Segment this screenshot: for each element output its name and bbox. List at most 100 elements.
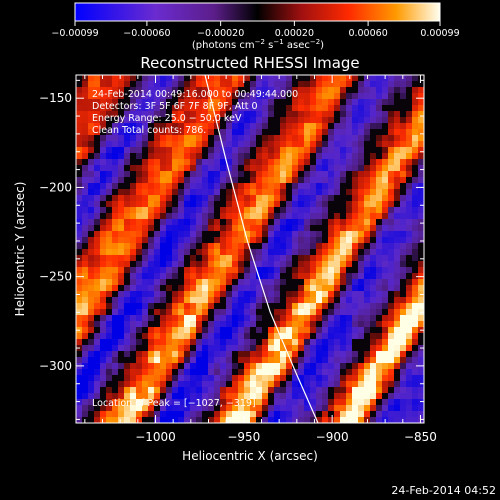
heatmap-cell	[118, 123, 125, 130]
heatmap-cell	[310, 333, 317, 340]
heatmap-cell	[310, 327, 317, 334]
heatmap-cell	[286, 177, 293, 184]
heatmap-cell	[124, 93, 131, 100]
heatmap-cell	[364, 105, 371, 112]
heatmap-cell	[178, 405, 185, 412]
heatmap-cell	[328, 363, 335, 370]
heatmap-cell	[88, 219, 95, 226]
heatmap-cell	[394, 255, 401, 262]
heatmap-cell	[328, 303, 335, 310]
heatmap-cell	[94, 147, 101, 154]
heatmap-cell	[316, 291, 323, 298]
heatmap-cell	[136, 375, 143, 382]
heatmap-cell	[256, 195, 263, 202]
heatmap-cell	[136, 279, 143, 286]
heatmap-cell	[106, 315, 113, 322]
heatmap-cell	[340, 243, 347, 250]
heatmap-cell	[250, 261, 257, 268]
heatmap-cell	[88, 411, 95, 418]
heatmap-cell	[418, 237, 424, 244]
heatmap-cell	[190, 147, 197, 154]
heatmap-cell	[316, 321, 323, 328]
heatmap-cell	[124, 273, 131, 280]
heatmap-cell	[106, 339, 113, 346]
heatmap-cell	[190, 393, 197, 400]
heatmap-cell	[76, 261, 83, 268]
heatmap-cell	[220, 75, 227, 82]
heatmap-cell	[250, 201, 257, 208]
heatmap-cell	[376, 333, 383, 340]
heatmap-cell	[142, 87, 149, 94]
heatmap-cell	[400, 303, 407, 310]
heatmap-cell	[118, 375, 125, 382]
heatmap-cell	[382, 171, 389, 178]
heatmap-cell	[172, 207, 179, 214]
heatmap-cell	[136, 213, 143, 220]
heatmap-cell	[382, 345, 389, 352]
heatmap-cell	[280, 207, 287, 214]
heatmap-cell	[304, 171, 311, 178]
heatmap-cell	[328, 327, 335, 334]
heatmap-cell	[184, 225, 191, 232]
heatmap-cell	[202, 99, 209, 106]
heatmap-cell	[322, 147, 329, 154]
heatmap-cell	[238, 303, 245, 310]
heatmap-cell	[262, 315, 269, 322]
heatmap-cell	[172, 249, 179, 256]
heatmap-cell	[298, 237, 305, 244]
heatmap-cell	[406, 405, 413, 412]
heatmap-cell	[382, 405, 389, 412]
heatmap-cell	[172, 195, 179, 202]
heatmap-cell	[160, 195, 167, 202]
heatmap-cell	[196, 345, 203, 352]
heatmap-cell	[94, 393, 101, 400]
heatmap-cell	[208, 279, 215, 286]
heatmap-cell	[94, 117, 101, 124]
heatmap-cell	[208, 189, 215, 196]
heatmap-cell	[250, 141, 257, 148]
heatmap-cell	[268, 285, 275, 292]
heatmap-cell	[292, 267, 299, 274]
heatmap-cell	[388, 105, 395, 112]
heatmap-image	[76, 75, 424, 423]
heatmap-cell	[166, 369, 173, 376]
heatmap-cell	[382, 165, 389, 172]
heatmap-cell	[202, 351, 209, 358]
heatmap-cell	[394, 285, 401, 292]
heatmap-cell	[112, 411, 119, 418]
heatmap-cell	[244, 129, 251, 136]
heatmap-cell	[238, 129, 245, 136]
heatmap-cell	[400, 333, 407, 340]
heatmap-cell	[142, 357, 149, 364]
heatmap-cell	[238, 291, 245, 298]
heatmap-cell	[232, 165, 239, 172]
heatmap-cell	[214, 255, 221, 262]
heatmap-cell	[238, 105, 245, 112]
heatmap-cell	[280, 363, 287, 370]
heatmap-cell	[400, 213, 407, 220]
heatmap-cell	[376, 255, 383, 262]
heatmap-cell	[412, 231, 419, 238]
heatmap-cell	[166, 219, 173, 226]
heatmap-cell	[94, 183, 101, 190]
heatmap-cell	[136, 339, 143, 346]
heatmap-cell	[220, 123, 227, 130]
heatmap-cell	[244, 231, 251, 238]
heatmap-cell	[376, 93, 383, 100]
heatmap-cell	[244, 327, 251, 334]
heatmap-cell	[130, 93, 137, 100]
heatmap-cell	[316, 249, 323, 256]
heatmap-cell	[304, 81, 311, 88]
heatmap-cell	[304, 177, 311, 184]
heatmap-cell	[196, 93, 203, 100]
heatmap-cell	[268, 177, 275, 184]
heatmap-cell	[310, 285, 317, 292]
heatmap-cell	[196, 273, 203, 280]
heatmap-cell	[130, 339, 137, 346]
heatmap-cell	[298, 249, 305, 256]
heatmap-cell	[334, 411, 341, 418]
heatmap-cell	[148, 255, 155, 262]
heatmap-cell	[160, 399, 167, 406]
heatmap-cell	[106, 375, 113, 382]
heatmap-cell	[214, 165, 221, 172]
